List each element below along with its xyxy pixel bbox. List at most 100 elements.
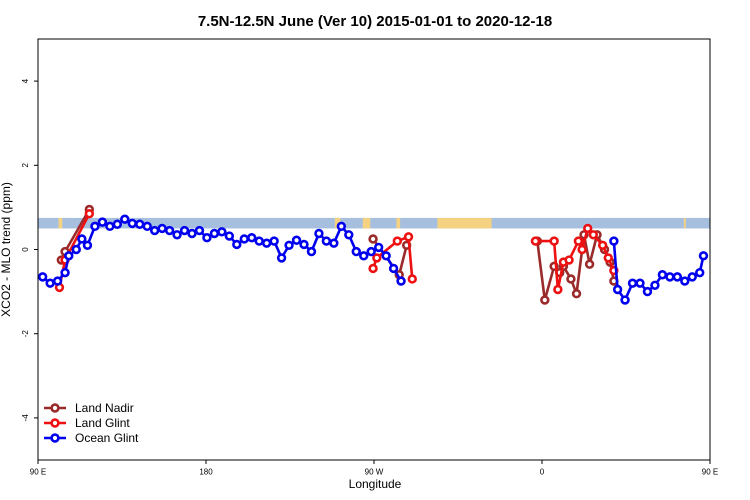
data-point: [680, 276, 690, 286]
data-point: [388, 263, 399, 274]
legend-item-land-glint: Land Glint: [44, 416, 130, 430]
data-point: [336, 221, 347, 232]
legend-marker: [50, 433, 60, 443]
band-ocean: [38, 217, 710, 229]
data-point: [179, 225, 190, 236]
data-point: [609, 236, 619, 246]
band-land-segment: [437, 217, 492, 229]
data-point: [60, 267, 70, 278]
band-land-segment: [334, 217, 341, 229]
series-segment: [63, 208, 91, 253]
data-point: [217, 227, 227, 237]
series-land-glint: [54, 209, 619, 295]
data-point: [37, 272, 48, 282]
data-point: [269, 236, 279, 246]
legend-item-land-nadir: Land Nadir: [44, 401, 134, 415]
series-ocean-glint: [37, 214, 709, 305]
data-point: [314, 228, 324, 239]
data-point: [620, 295, 630, 305]
data-point: [603, 253, 613, 263]
band-land-segment: [58, 217, 63, 229]
data-point: [84, 209, 95, 219]
data-point: [588, 230, 599, 240]
x-tick-label: 90 E: [702, 468, 718, 477]
data-point: [566, 274, 576, 284]
data-point: [64, 251, 74, 261]
data-point: [135, 219, 145, 229]
x-tick-label: 90 W: [365, 468, 384, 477]
data-point: [650, 280, 660, 290]
data-point: [359, 251, 369, 261]
series-segment: [543, 265, 556, 301]
data-point: [194, 225, 205, 236]
data-point: [612, 284, 623, 295]
y-tick-label: 2: [21, 163, 30, 168]
data-point: [351, 246, 361, 257]
data-point: [381, 251, 391, 261]
data-point: [306, 246, 317, 257]
data-point: [553, 284, 563, 295]
data-point: [45, 278, 55, 288]
series-segment: [588, 234, 599, 265]
data-point: [97, 217, 108, 227]
data-point: [127, 218, 137, 229]
data-point: [573, 236, 584, 246]
data-point: [291, 235, 302, 245]
data-point: [187, 228, 197, 239]
data-point: [366, 246, 376, 257]
data-point: [90, 221, 100, 232]
data-point: [209, 228, 220, 239]
data-point: [540, 295, 550, 305]
data-point: [77, 234, 87, 244]
data-point: [657, 270, 668, 280]
legend-label: Ocean Glint: [75, 431, 139, 445]
legend-label: Land Glint: [75, 416, 130, 430]
legend-marker: [50, 418, 60, 428]
data-point: [344, 230, 354, 240]
band-land-segment: [362, 217, 371, 229]
data-point: [172, 230, 182, 240]
data-point: [142, 221, 152, 232]
series-segment: [552, 240, 560, 290]
data-point: [642, 286, 653, 297]
data-point: [247, 233, 257, 243]
data-point: [407, 274, 417, 284]
y-tick-label: -4: [21, 414, 30, 422]
y-tick-label: -2: [21, 330, 30, 338]
data-point: [157, 223, 167, 234]
data-point: [549, 236, 559, 246]
data-point: [202, 233, 212, 243]
data-point: [627, 278, 638, 288]
data-point: [224, 231, 235, 241]
data-point: [687, 272, 697, 282]
series-segment: [612, 240, 619, 290]
data-point: [321, 236, 332, 246]
band-land-segment: [683, 217, 686, 229]
data-point: [695, 267, 705, 278]
data-point: [261, 238, 272, 248]
data-point: [372, 253, 382, 263]
series-layer: [37, 204, 709, 305]
data-point: [368, 263, 378, 274]
data-point: [584, 259, 595, 269]
y-axis-label: XCO2 - MLO trend (ppm): [0, 182, 13, 317]
data-point: [276, 253, 287, 263]
data-point: [105, 221, 115, 232]
data-point: [530, 236, 541, 246]
background-band: [38, 217, 710, 229]
x-axis-label: Longitude: [349, 477, 402, 491]
y-tick-label: 4: [21, 78, 30, 83]
axes: 90 E 180 90 W 0 90 E -4 -2 0 2 4: [21, 78, 718, 476]
band-land-segment: [396, 217, 401, 229]
legend-item-ocean-glint: Ocean Glint: [44, 431, 139, 445]
data-point: [254, 236, 264, 246]
data-point: [71, 244, 81, 255]
series-segment: [397, 244, 408, 276]
data-point: [564, 255, 574, 265]
data-point: [299, 239, 309, 250]
data-point: [329, 238, 339, 248]
data-point: [232, 239, 242, 250]
data-point: [120, 214, 130, 224]
data-point: [112, 219, 123, 229]
